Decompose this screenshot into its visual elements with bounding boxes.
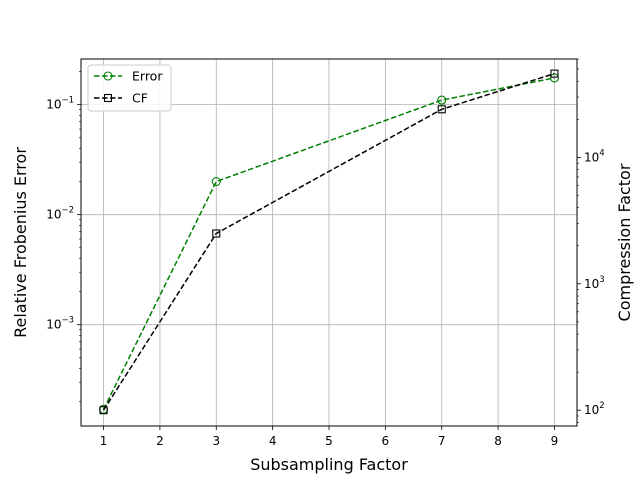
y-tick-label-right: 103 bbox=[584, 275, 605, 291]
y-tick-exponent-right: 4 bbox=[599, 148, 604, 158]
legend-label: CF bbox=[132, 91, 148, 106]
legend-item: CF bbox=[94, 91, 148, 106]
y-tick-exponent-left: −2 bbox=[61, 206, 74, 216]
x-tick-label: 4 bbox=[269, 434, 277, 448]
data-point bbox=[212, 229, 221, 238]
x-tick-label: 6 bbox=[382, 434, 390, 448]
legend-item: Error bbox=[94, 69, 163, 84]
series-layer bbox=[98, 69, 560, 415]
y-tick-label-left: 10−3 bbox=[46, 316, 74, 332]
x-tick-label: 3 bbox=[212, 434, 220, 448]
y-tick-label-right: 102 bbox=[584, 401, 605, 417]
legend: Error CF bbox=[87, 64, 172, 112]
y-tick-label-left: 10−1 bbox=[46, 96, 74, 112]
y-tick-exponent-left: −3 bbox=[61, 316, 74, 326]
x-tick-label: 9 bbox=[551, 434, 559, 448]
series-cf bbox=[99, 69, 559, 415]
y-axis-label-right: Compression Factor bbox=[615, 163, 634, 321]
series-line bbox=[102, 72, 555, 411]
x-tick-label: 8 bbox=[494, 434, 502, 448]
x-axis-label: Subsampling Factor bbox=[250, 455, 408, 474]
data-point bbox=[437, 105, 446, 114]
data-point bbox=[437, 95, 447, 105]
y-tick-label-right: 104 bbox=[584, 148, 605, 164]
y-tick-exponent-left: −1 bbox=[61, 96, 74, 106]
y-tick-exponent-right: 3 bbox=[599, 275, 604, 285]
x-tick-label: 7 bbox=[438, 434, 446, 448]
y-axis-label-left: Relative Frobenius Error bbox=[11, 147, 30, 338]
y-tick-label-left: 10−2 bbox=[46, 206, 74, 222]
x-tick-label: 5 bbox=[325, 434, 333, 448]
axes: 1 2 3 4 5 6 7 8 9 10−3 10−2 10−1 102 103 104 bbox=[46, 58, 605, 448]
legend-label: Error bbox=[132, 69, 163, 84]
y-tick-exponent-right: 2 bbox=[599, 401, 604, 411]
data-point bbox=[99, 406, 108, 415]
x-tick-label: 1 bbox=[100, 434, 108, 448]
grid bbox=[81, 59, 577, 426]
data-point bbox=[550, 69, 559, 78]
data-point bbox=[211, 177, 221, 187]
legend-marker bbox=[103, 71, 113, 81]
legend-marker bbox=[103, 93, 113, 103]
legend-box bbox=[87, 64, 172, 112]
x-tick-label: 2 bbox=[156, 434, 164, 448]
